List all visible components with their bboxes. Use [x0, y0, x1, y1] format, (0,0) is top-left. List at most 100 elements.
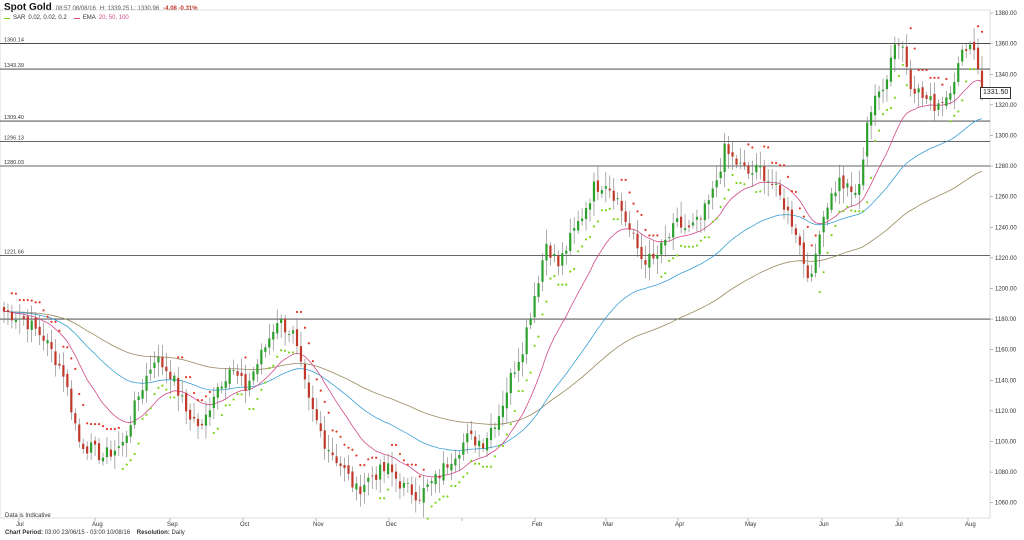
sar-dot-above — [648, 234, 651, 237]
sar-dot-below — [165, 388, 168, 391]
candle-body — [933, 93, 936, 111]
sar-dot-above — [418, 475, 421, 478]
candle-body — [185, 392, 188, 412]
candle-body — [426, 484, 429, 487]
sar-dot-below — [446, 495, 449, 498]
sar-dot-below — [517, 390, 520, 393]
sar-dot-below — [442, 495, 445, 498]
candle-body — [489, 427, 493, 441]
sar-dot-below — [426, 517, 429, 520]
sar-dot-above — [97, 422, 101, 426]
candle-body — [897, 44, 900, 46]
candle-body — [224, 381, 227, 389]
candle-body — [676, 218, 679, 222]
sar-dot-above — [751, 146, 754, 149]
sar-dot-below — [965, 80, 968, 83]
sar-dot-below — [885, 108, 889, 112]
sar-dot-below — [236, 393, 239, 396]
candle-body — [929, 96, 932, 101]
sar-dot-above — [980, 30, 984, 33]
sar-dot-below — [703, 236, 706, 239]
sar-dot-above — [86, 422, 89, 425]
candle-body — [870, 112, 873, 126]
candle-body — [957, 63, 960, 82]
sar-dot-below — [232, 398, 235, 401]
sar-dot-below — [755, 190, 758, 194]
sar-dot-below — [169, 396, 172, 399]
candle-body — [850, 186, 853, 193]
sar-dot-above — [10, 292, 14, 295]
candle-body — [470, 430, 473, 434]
sar-dot-above — [62, 345, 65, 348]
candle-body — [2, 306, 6, 312]
candle-body — [93, 440, 97, 445]
sar-dot-above — [367, 458, 370, 461]
candle-body — [509, 372, 512, 394]
sar-dot-below — [553, 275, 556, 278]
sar-dot-above — [767, 146, 770, 149]
candle-body — [893, 44, 896, 60]
candle-body — [137, 396, 140, 400]
sar-dot-below — [157, 386, 160, 389]
sar-dot-below — [458, 481, 461, 484]
candle-body — [90, 442, 93, 453]
sar-dot-above — [22, 298, 25, 302]
sar-dot-above — [319, 389, 322, 392]
candle-body — [177, 377, 180, 396]
candle-body — [980, 70, 984, 91]
sar-dot-above — [101, 425, 105, 428]
sar-dot-above — [917, 68, 920, 72]
sar-dot-below — [541, 313, 544, 316]
sar-dot-above — [798, 207, 801, 210]
sar-dot-below — [608, 207, 611, 210]
candle-body — [616, 198, 619, 200]
candle-body — [972, 41, 976, 51]
resolution-label: Resolution: — [136, 530, 170, 536]
candle-body — [478, 440, 481, 447]
sar-dot-above — [311, 360, 314, 363]
candle-body — [577, 221, 580, 231]
candle-body — [97, 443, 101, 461]
candle-body — [838, 177, 841, 192]
candle-body — [212, 396, 215, 408]
sar-dot-above — [208, 390, 211, 394]
sar-dot-below — [260, 388, 263, 391]
candle-body — [331, 452, 334, 456]
candle-body — [790, 209, 794, 227]
sar-dot-below — [870, 176, 873, 179]
candle-body — [573, 228, 576, 231]
candle-body — [755, 164, 758, 173]
candle-body — [264, 347, 267, 352]
sar-dot-below — [877, 129, 881, 132]
candle-body — [315, 409, 318, 421]
candle-body — [101, 457, 105, 462]
sar-dot-above — [656, 234, 659, 237]
candle-body — [18, 318, 21, 320]
candle-body — [220, 386, 223, 389]
candle-body — [715, 180, 718, 188]
candle-body — [592, 181, 596, 202]
sar-dot-below — [580, 245, 584, 248]
sar-dot-below — [256, 397, 259, 401]
y-tick-label: 1120.00 — [995, 409, 1017, 415]
candle-body — [299, 346, 303, 362]
candle-body — [319, 423, 322, 432]
sar-dot-above — [70, 357, 73, 360]
x-tick-label: May — [745, 522, 756, 528]
candle-body — [786, 206, 790, 211]
candle-body — [113, 450, 116, 456]
sar-dot-above — [628, 191, 631, 194]
candle-body — [739, 162, 742, 164]
candle-body — [640, 246, 643, 260]
sar-dot-above — [295, 310, 299, 314]
candle-body — [390, 464, 394, 473]
sar-dot-above — [640, 213, 643, 217]
y-tick-label: 1300.00 — [995, 133, 1017, 139]
sar-dot-below — [672, 257, 675, 260]
ema100-line — [4, 170, 983, 425]
candle-body — [501, 405, 504, 418]
sar-swatch — [4, 17, 10, 19]
candle-body — [446, 464, 449, 468]
sar-dot-above — [790, 190, 794, 193]
